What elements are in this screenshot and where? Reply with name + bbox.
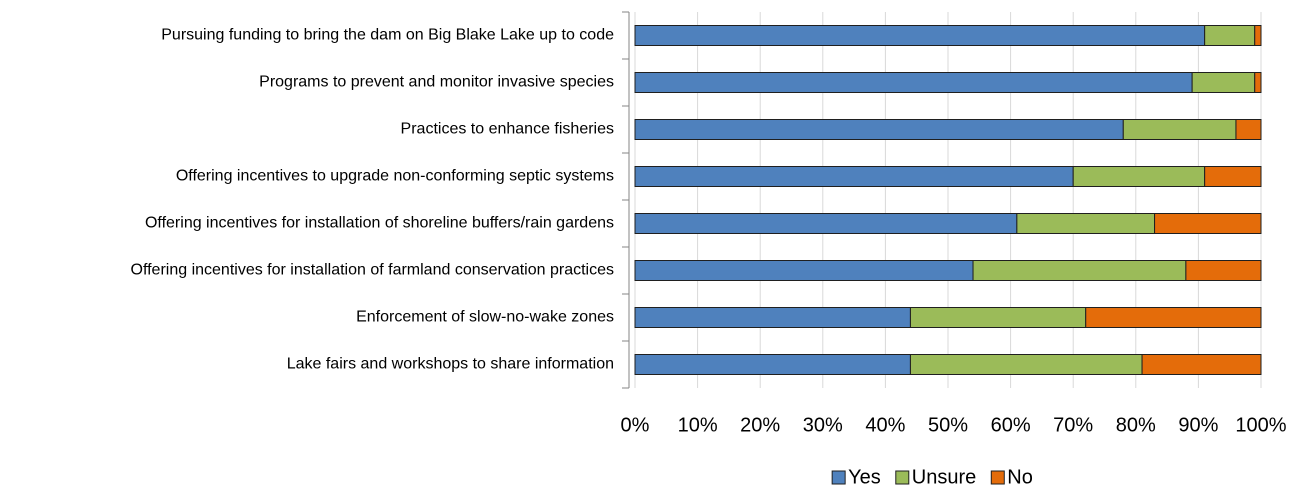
y-tick-label: Offering incentives to upgrade non-confo… (176, 168, 614, 185)
bar-segment (634, 25, 1206, 46)
x-tick-label: 10% (678, 414, 718, 436)
bar-segment (1122, 119, 1237, 140)
y-tick-label: Offering incentives for installation of … (131, 262, 615, 279)
legend-label: Unsure (912, 466, 976, 488)
x-tick-label: 60% (991, 414, 1031, 436)
bar-segment (634, 72, 1193, 93)
y-tick-label: Practices to enhance fisheries (401, 121, 614, 138)
y-tick-label: Programs to prevent and monitor invasive… (259, 74, 614, 91)
x-tick-label: 30% (803, 414, 843, 436)
bar-segment (634, 166, 1074, 187)
bar-segment (1254, 72, 1262, 93)
bar-segment (1072, 166, 1206, 187)
bar-segment (909, 354, 1143, 375)
y-tick-label: Pursuing funding to bring the dam on Big… (161, 27, 614, 44)
legend-label: Yes (848, 466, 881, 488)
x-tick-label: 100% (1235, 414, 1286, 436)
bar-segment (1141, 354, 1262, 375)
x-tick-label: 70% (1053, 414, 1093, 436)
bar-segment (972, 260, 1187, 281)
x-tick-label: 40% (865, 414, 905, 436)
legend-swatch (831, 470, 846, 485)
bar-segment (1235, 119, 1262, 140)
y-tick-label: Lake fairs and workshops to share inform… (287, 356, 614, 373)
bar-segment (1185, 260, 1262, 281)
bar-segment (1204, 25, 1256, 46)
bar-segment (909, 307, 1087, 328)
bar-segment (634, 307, 911, 328)
bar-segment (1191, 72, 1256, 93)
bar-segment (634, 354, 911, 375)
bar-segment (634, 260, 974, 281)
x-tick-label: 80% (1116, 414, 1156, 436)
x-tick-label: 50% (928, 414, 968, 436)
legend-swatch (990, 470, 1005, 485)
bar-segment (1254, 25, 1262, 46)
x-tick-label: 20% (740, 414, 780, 436)
x-tick-label: 0% (621, 414, 650, 436)
legend-swatch (895, 470, 910, 485)
bar-segment (1016, 213, 1156, 234)
bar-segment (1204, 166, 1262, 187)
y-tick-label: Offering incentives for installation of … (145, 215, 614, 232)
bar-segment (634, 119, 1124, 140)
y-tick-label: Enforcement of slow-no-wake zones (356, 309, 614, 326)
bar-segment (634, 213, 1018, 234)
bar-segment (1085, 307, 1262, 328)
x-tick-label: 90% (1178, 414, 1218, 436)
bar-segment (1154, 213, 1262, 234)
legend-label: No (1007, 466, 1033, 488)
